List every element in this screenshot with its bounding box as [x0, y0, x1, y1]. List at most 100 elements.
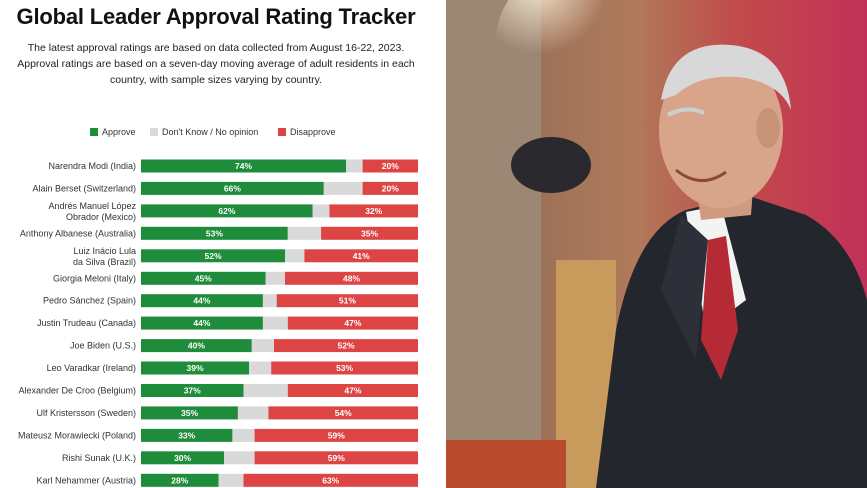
approve-value-label: 74%: [235, 161, 252, 171]
approve-value-label: 62%: [218, 206, 235, 216]
bar-disapprove: [287, 384, 418, 397]
legend-label-disapprove: Disapprove: [290, 127, 336, 137]
chart-legend: Approve Don't Know / No opinion Disappro…: [0, 127, 432, 141]
bar-no-opinion: [218, 473, 244, 487]
bar-row: Leo Varadkar (Ireland) 39% 53%: [47, 361, 418, 375]
bar-approve: [141, 361, 249, 375]
bar-no-opinion: [323, 181, 363, 195]
category-label: Joe Biden (U.S.): [70, 341, 136, 351]
eyebrow: [667, 107, 705, 117]
bar-no-opinion: [243, 384, 288, 397]
disapprove-value-label: 35%: [361, 228, 378, 238]
bar-approve: [141, 271, 266, 285]
approve-value-label: 35%: [181, 408, 198, 418]
approve-value-label: 28%: [171, 475, 188, 485]
ear: [756, 108, 780, 148]
face: [659, 52, 783, 208]
approval-chart-panel: Global Leader Approval Rating Tracker Th…: [0, 0, 432, 488]
bar-approve: [141, 406, 238, 420]
legend-swatch-disapprove: [278, 128, 286, 136]
category-label: Andrés Manuel López Obrador (Mexico): [48, 201, 136, 222]
disapprove-value-label: 53%: [336, 363, 353, 373]
disapprove-value-label: 20%: [382, 183, 399, 193]
bar-disapprove: [321, 226, 418, 240]
bar-disapprove: [274, 339, 418, 353]
approve-value-label: 53%: [206, 228, 223, 238]
necktie: [701, 236, 738, 380]
approve-value-label: 44%: [193, 296, 210, 306]
approve-value-label: 39%: [186, 363, 203, 373]
legend-swatch-approve: [90, 128, 98, 136]
approve-value-label: 52%: [204, 251, 221, 261]
approve-value-label: 40%: [188, 341, 205, 351]
bar-disapprove: [254, 428, 418, 442]
legend-item-disapprove: Disapprove: [278, 127, 336, 137]
bar-disapprove: [285, 271, 418, 285]
category-label: Alain Berset (Switzerland): [32, 183, 136, 193]
legend-item-no-opinion: Don't Know / No opinion: [150, 127, 258, 137]
bar-approve: [141, 204, 313, 218]
bar-approve: [141, 339, 252, 353]
category-label: Luiz Inácio Lula da Silva (Brazil): [73, 246, 136, 267]
bar-no-opinion: [251, 339, 274, 353]
bar-disapprove: [243, 473, 418, 487]
bar-row: Giorgia Meloni (Italy) 45% 48%: [53, 271, 418, 285]
bar-row: Mateusz Morawiecki (Poland) 33% 59%: [18, 428, 418, 442]
bar-row: Narendra Modi (India) 74% 20%: [48, 159, 418, 173]
bar-disapprove: [276, 294, 418, 308]
disapprove-value-label: 48%: [343, 273, 360, 283]
category-label: Karl Nehammer (Austria): [36, 475, 136, 485]
bar-row: Alain Berset (Switzerland) 66% 20%: [32, 181, 418, 195]
bar-row: Luiz Inácio Lula da Silva (Brazil) 52% 41%: [73, 246, 418, 267]
bar-disapprove: [304, 249, 418, 263]
disapprove-value-label: 47%: [344, 318, 361, 328]
bar-disapprove: [268, 406, 418, 420]
bar-disapprove: [254, 451, 418, 465]
bar-no-opinion: [237, 406, 269, 420]
photo-illustration: [446, 0, 867, 488]
bar-row: Pedro Sánchez (Spain) 44% 51%: [43, 294, 418, 308]
disapprove-value-label: 54%: [335, 408, 352, 418]
bar-approve: [141, 384, 244, 397]
bar-disapprove: [362, 181, 418, 195]
disapprove-value-label: 52%: [337, 341, 354, 351]
approve-value-label: 66%: [224, 183, 241, 193]
category-label: Narendra Modi (India): [48, 161, 136, 171]
bar-approve: [141, 249, 285, 263]
subtitle-line: Approval ratings are based on a seven-da…: [17, 58, 415, 70]
bar-disapprove: [329, 204, 418, 218]
bar-approve: [141, 159, 346, 173]
legend-swatch-no-opinion: [150, 128, 158, 136]
disapprove-value-label: 51%: [339, 296, 356, 306]
bar-row: Karl Nehammer (Austria) 28% 63%: [36, 473, 418, 487]
bar-approve: [141, 226, 288, 240]
approve-value-label: 33%: [178, 430, 195, 440]
disapprove-value-label: 41%: [353, 251, 370, 261]
bar-approve: [141, 473, 219, 487]
legend-item-approve: Approve: [90, 127, 136, 137]
bar-no-opinion: [249, 361, 272, 375]
bar-disapprove: [271, 361, 418, 375]
bar-approve: [141, 316, 263, 330]
bar-disapprove: [287, 316, 418, 330]
lapel: [661, 215, 708, 360]
bar-no-opinion: [262, 294, 277, 308]
disapprove-value-label: 59%: [328, 453, 345, 463]
bar-no-opinion: [265, 271, 285, 285]
bar-disapprove: [362, 159, 418, 173]
bar-approve: [141, 451, 225, 465]
bar-row: Ulf Kristersson (Sweden) 35% 54%: [36, 406, 418, 420]
bar-no-opinion: [232, 428, 255, 442]
hair: [661, 44, 791, 110]
disapprove-value-label: 63%: [322, 475, 339, 485]
bar-approve: [141, 428, 233, 442]
approve-value-label: 30%: [174, 453, 191, 463]
chart-title: Global Leader Approval Rating Tracker: [16, 4, 416, 29]
category-label: Giorgia Meloni (Italy): [53, 273, 136, 283]
bar-row: Alexander De Croo (Belgium) 37% 47%: [18, 384, 418, 397]
legend-label-no-opinion: Don't Know / No opinion: [162, 127, 259, 137]
legend-label-approve: Approve: [102, 127, 136, 137]
category-label: Leo Varadkar (Ireland): [47, 363, 136, 373]
bar-approve: [141, 181, 324, 195]
bar-no-opinion: [312, 204, 330, 218]
